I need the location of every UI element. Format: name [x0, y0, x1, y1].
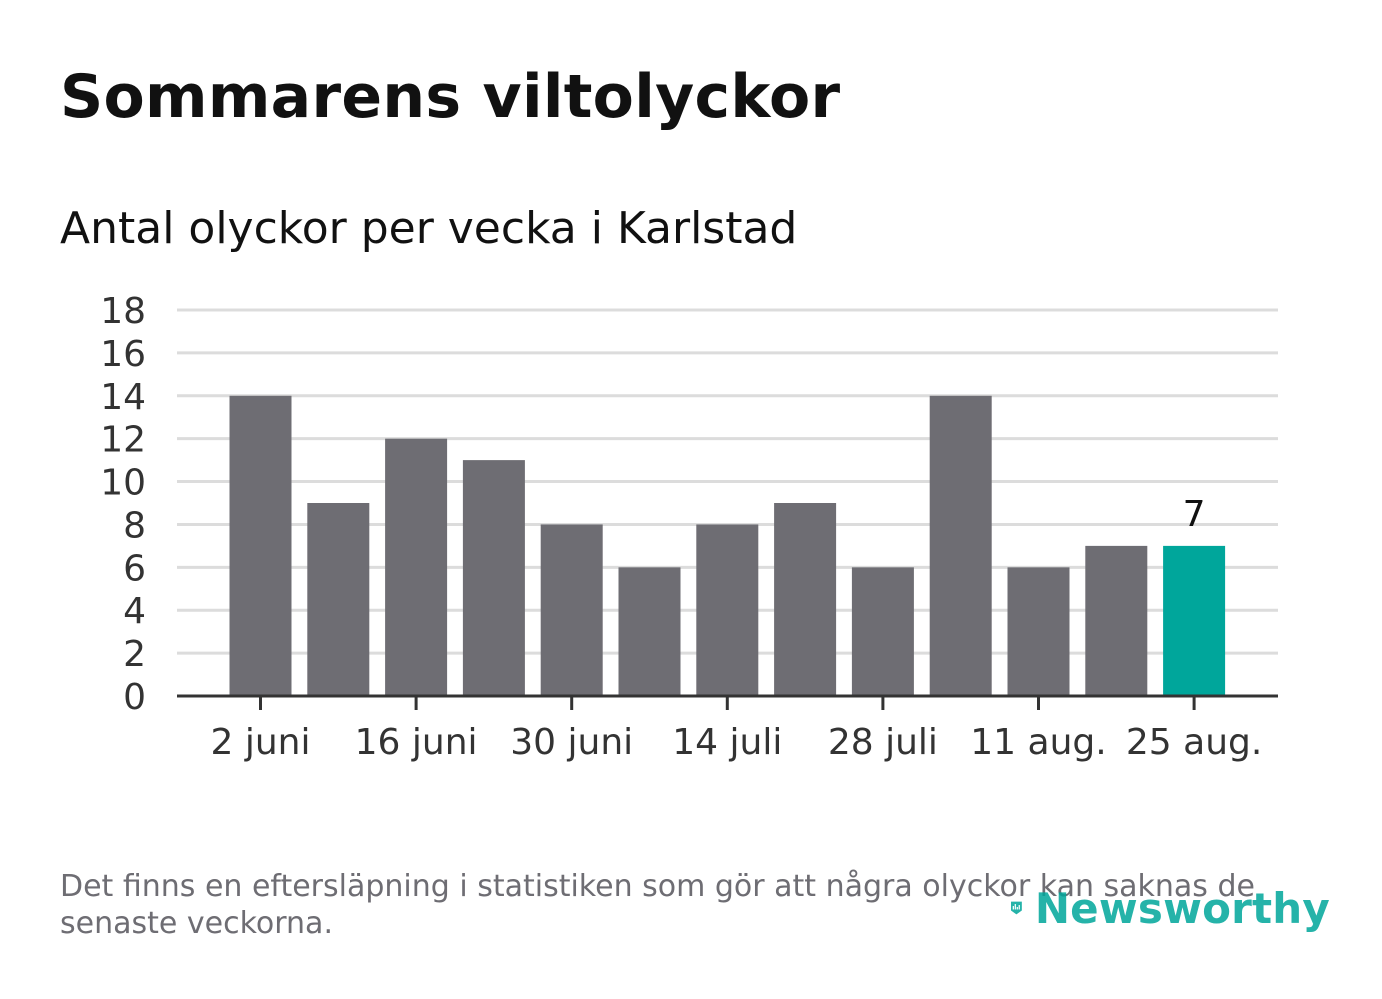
bar	[929, 395, 992, 696]
x-tick-label: 11 aug.	[970, 722, 1106, 763]
bar	[851, 567, 914, 696]
newsworthy-logo: Newsworthy	[1010, 876, 1330, 940]
x-tick-label: 25 aug.	[1126, 722, 1262, 763]
y-tick-label: 0	[123, 677, 146, 718]
newsworthy-logo-text: Newsworthy	[1034, 883, 1330, 933]
bar	[696, 524, 759, 696]
x-tick-label: 14 juli	[672, 722, 782, 763]
bar	[1163, 545, 1226, 696]
footnote: Det finns en eftersläpning i statistiken…	[60, 869, 1255, 941]
bar	[307, 503, 370, 696]
chart-subtitle: Antal olyckor per vecka i Karlstad	[60, 203, 798, 254]
bar	[1007, 567, 1070, 696]
y-tick-label: 18	[100, 291, 146, 332]
bar	[774, 503, 837, 696]
y-tick-label: 4	[123, 591, 146, 632]
y-tick-label: 8	[123, 505, 146, 546]
x-tick-label: 16 juni	[355, 722, 478, 763]
y-tick-label: 14	[100, 377, 146, 418]
bar	[618, 567, 681, 696]
y-tick-label: 10	[100, 463, 146, 504]
bar-value-label: 7	[1183, 494, 1206, 535]
x-tick-label: 2 juni	[211, 722, 311, 763]
y-tick-label: 2	[123, 634, 146, 675]
bar	[385, 438, 448, 696]
bar	[462, 460, 525, 696]
newsworthy-logo-icon	[1010, 901, 1022, 915]
x-tick-label: 28 juli	[828, 722, 938, 763]
x-tick-label: 30 juni	[510, 722, 633, 763]
bar	[540, 524, 603, 696]
bar	[229, 395, 292, 696]
chart-title: Sommarens viltolyckor	[60, 62, 841, 132]
y-tick-label: 16	[100, 334, 146, 375]
bar	[1085, 545, 1148, 696]
y-tick-label: 12	[100, 420, 146, 461]
y-tick-label: 6	[123, 548, 146, 589]
